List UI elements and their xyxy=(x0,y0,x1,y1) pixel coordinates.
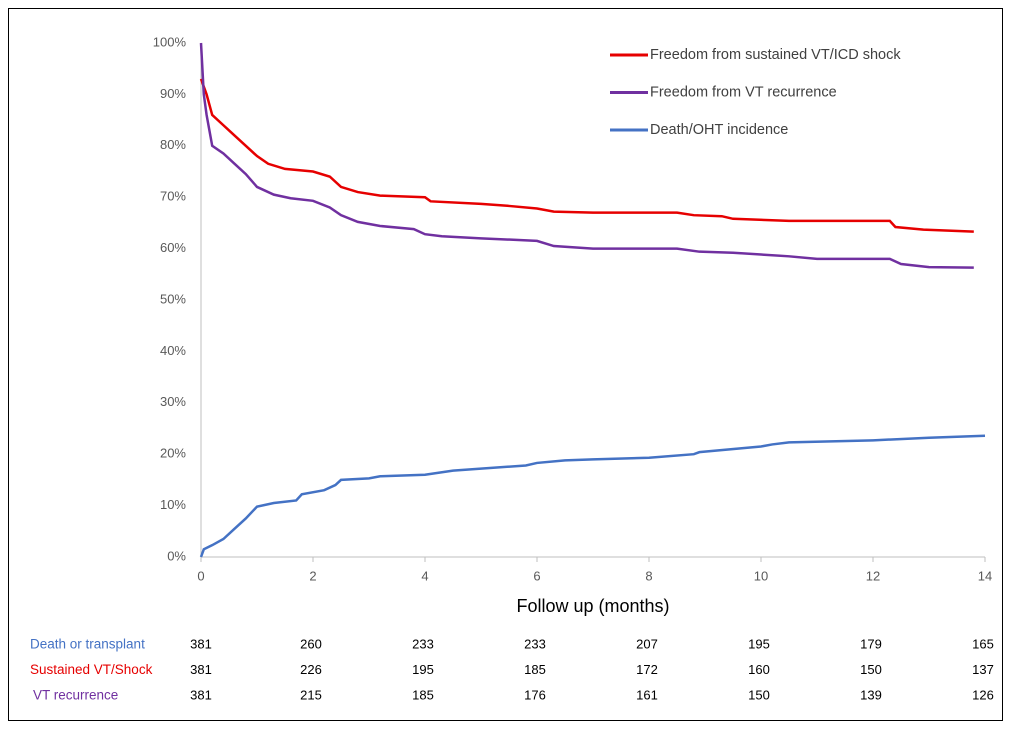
y-tick-label: 50% xyxy=(160,291,186,306)
series-line xyxy=(199,78,974,233)
risk-count: 139 xyxy=(860,687,882,702)
risk-count: 150 xyxy=(748,687,770,702)
risk-count: 160 xyxy=(748,662,770,677)
risk-count: 150 xyxy=(860,662,882,677)
y-tick-label: 100% xyxy=(153,34,187,49)
risk-count: 161 xyxy=(636,687,658,702)
x-tick-label: 14 xyxy=(978,568,992,583)
y-tick-label: 10% xyxy=(160,497,186,512)
risk-count: 172 xyxy=(636,662,658,677)
risk-count: 185 xyxy=(524,662,546,677)
y-tick-label: 40% xyxy=(160,343,186,358)
series-line xyxy=(199,42,974,269)
x-tick-label: 6 xyxy=(533,568,540,583)
risk-row-label: Sustained VT/Shock xyxy=(30,662,153,677)
y-tick-label: 0% xyxy=(167,548,186,563)
risk-count: 165 xyxy=(972,636,994,651)
risk-count: 195 xyxy=(412,662,434,677)
risk-count: 126 xyxy=(972,687,994,702)
y-tick-label: 20% xyxy=(160,446,186,461)
x-axis-title: Follow up (months) xyxy=(516,596,669,616)
x-tick-label: 8 xyxy=(645,568,652,583)
y-tick-label: 90% xyxy=(160,86,186,101)
risk-row-label: Death or transplant xyxy=(30,637,145,652)
risk-row-label: VT recurrence xyxy=(33,688,118,703)
x-tick-label: 4 xyxy=(421,568,428,583)
y-tick-label: 60% xyxy=(160,240,186,255)
x-tick-label: 12 xyxy=(866,568,880,583)
risk-count: 381 xyxy=(190,687,212,702)
risk-count: 195 xyxy=(748,636,770,651)
risk-count: 185 xyxy=(412,687,434,702)
risk-count: 260 xyxy=(300,636,322,651)
legend-label: Death/OHT incidence xyxy=(650,122,788,138)
risk-count: 137 xyxy=(972,662,994,677)
risk-count: 381 xyxy=(190,662,212,677)
y-tick-label: 30% xyxy=(160,394,186,409)
risk-count: 233 xyxy=(412,636,434,651)
risk-count: 226 xyxy=(300,662,322,677)
x-tick-label: 10 xyxy=(754,568,768,583)
series-line xyxy=(199,434,986,558)
frame xyxy=(8,8,1003,721)
x-tick-label: 2 xyxy=(309,568,316,583)
legend-label: Freedom from VT recurrence xyxy=(650,84,837,100)
y-tick-label: 80% xyxy=(160,137,186,152)
risk-count: 233 xyxy=(524,636,546,651)
risk-count: 207 xyxy=(636,636,658,651)
risk-count: 381 xyxy=(190,636,212,651)
risk-count: 215 xyxy=(300,687,322,702)
risk-count: 179 xyxy=(860,636,882,651)
risk-count: 176 xyxy=(524,687,546,702)
legend-label: Freedom from sustained VT/ICD shock xyxy=(650,47,901,63)
x-tick-label: 0 xyxy=(197,568,204,583)
y-tick-label: 70% xyxy=(160,189,186,204)
